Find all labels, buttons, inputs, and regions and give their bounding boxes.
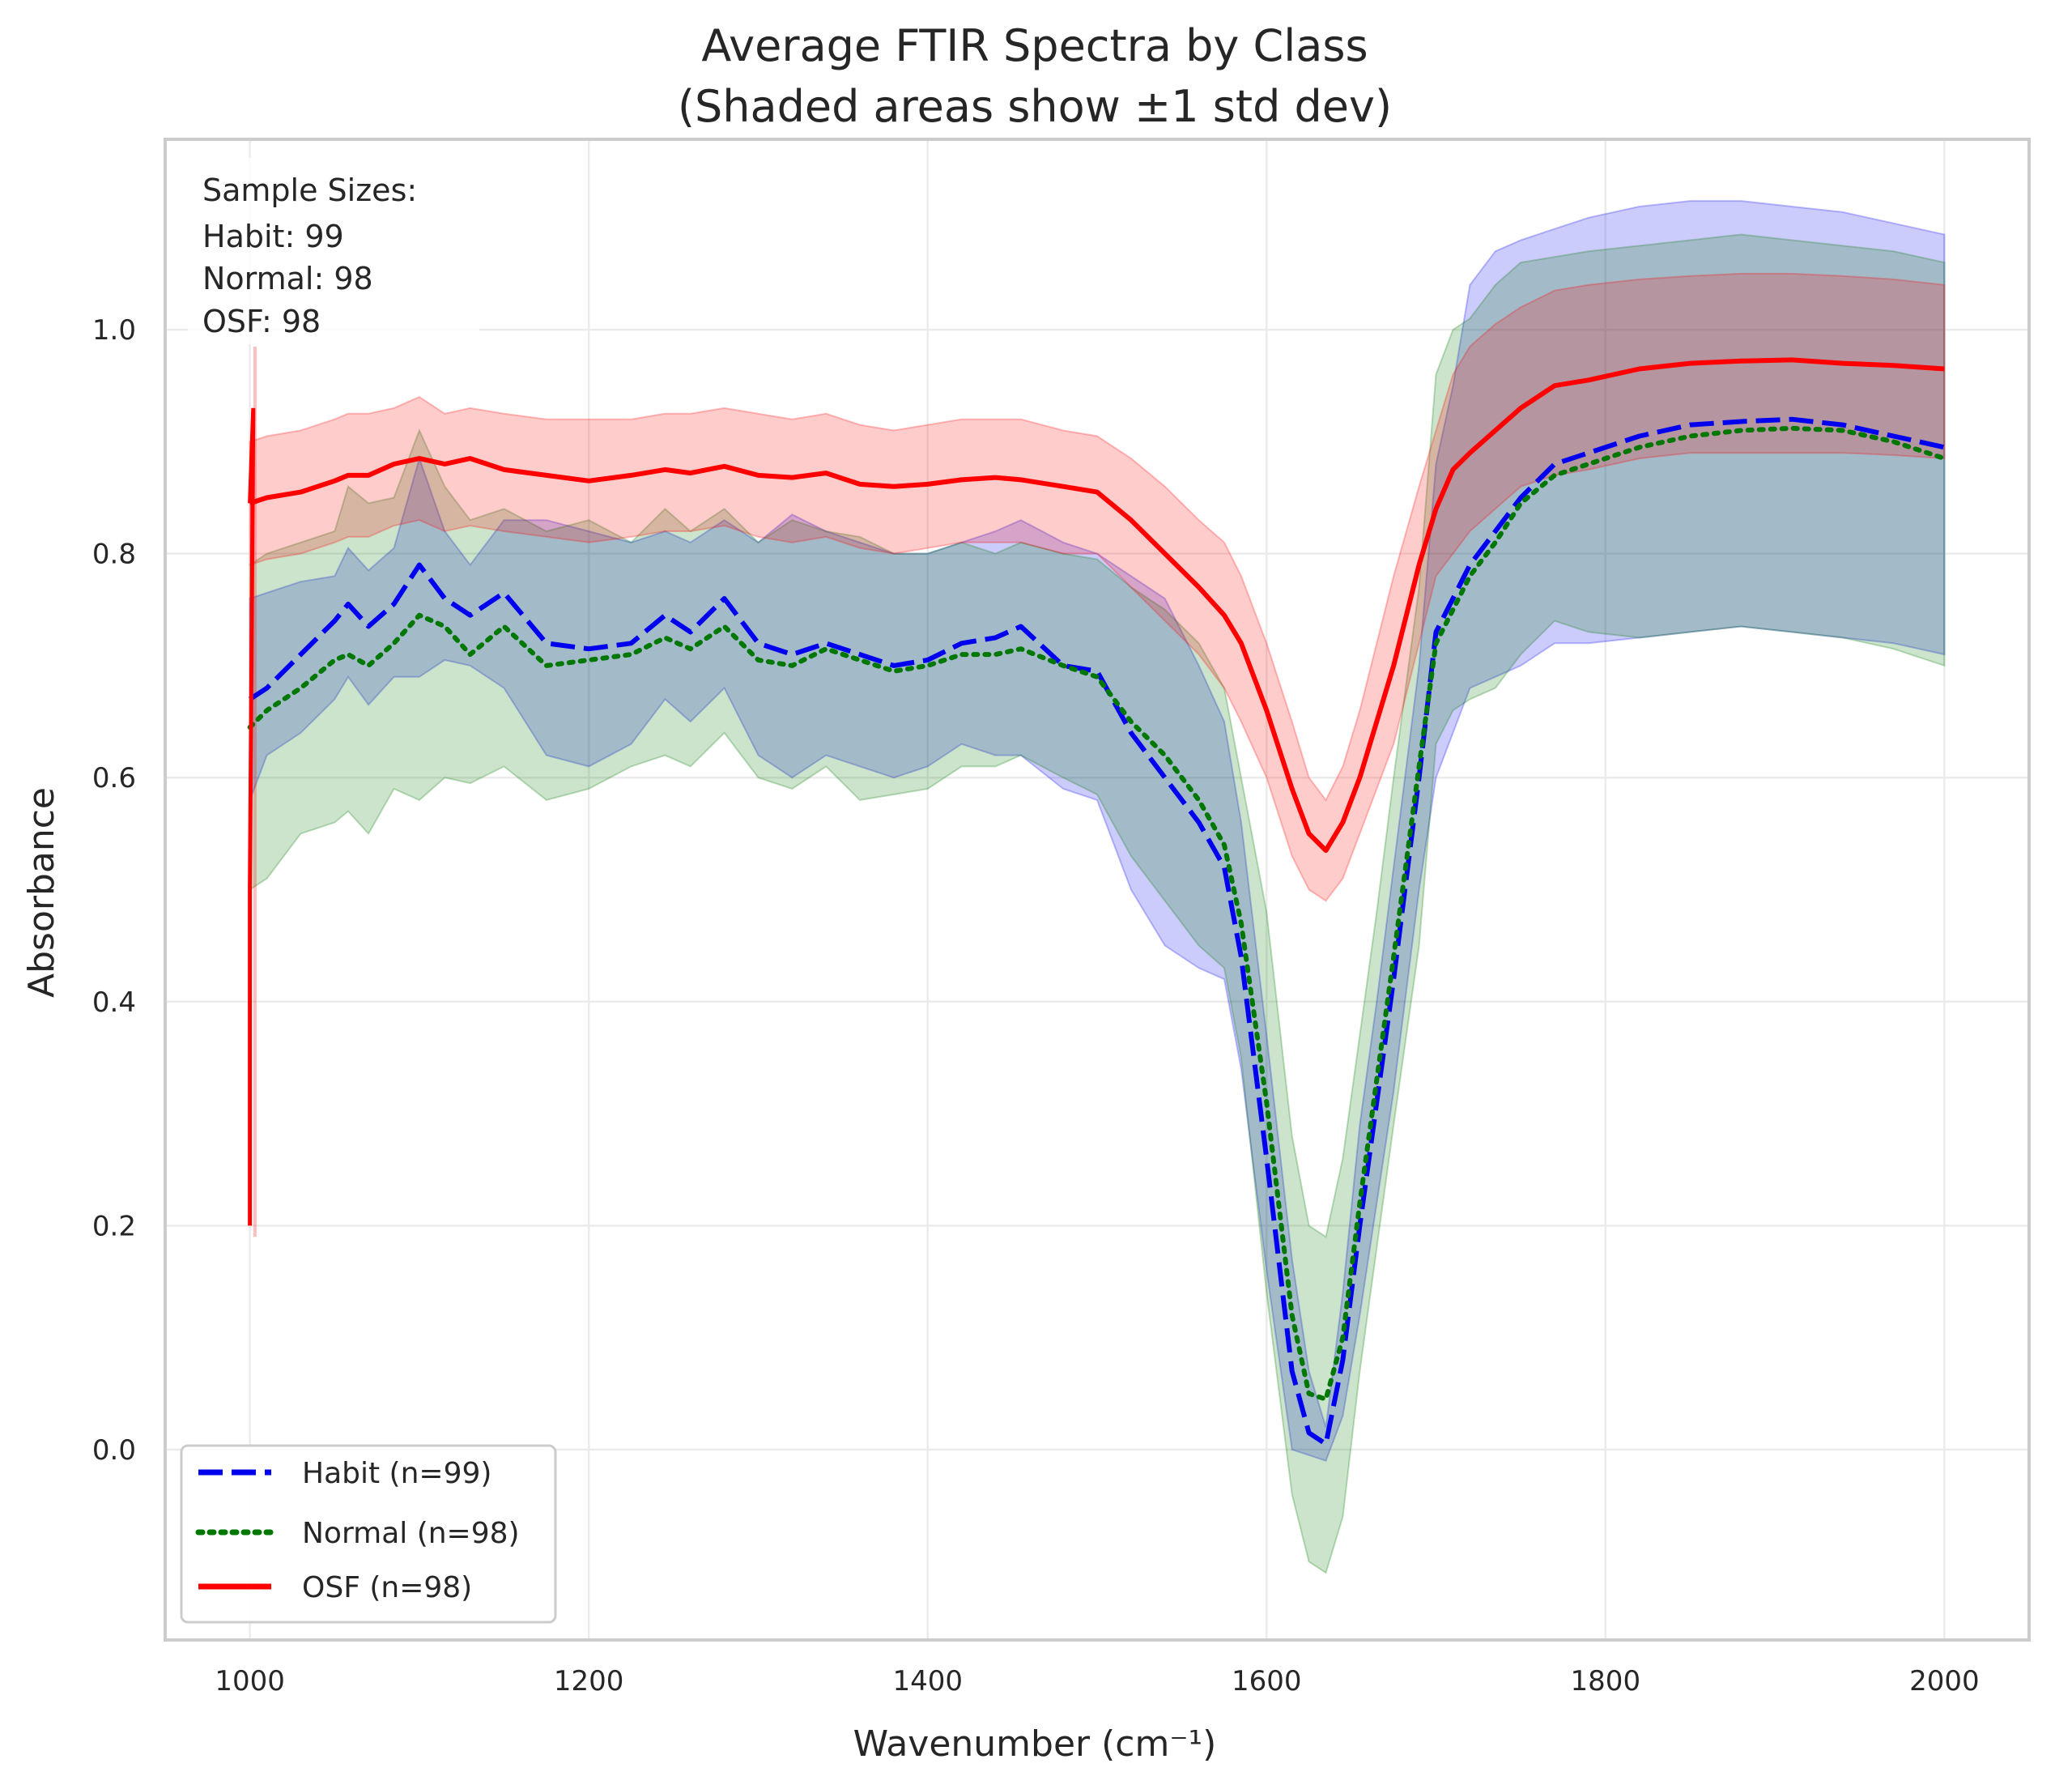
y-tick-label: 0.6 bbox=[92, 762, 136, 794]
x-tick-label: 1800 bbox=[1571, 1665, 1641, 1697]
info-line-normal: Normal: 98 bbox=[202, 261, 373, 296]
x-tick-label: 1400 bbox=[892, 1665, 963, 1697]
band-habit bbox=[249, 200, 1946, 1462]
chart-title-line-2: (Shaded areas show ±1 std dev) bbox=[678, 81, 1392, 132]
y-tick-label: 0.2 bbox=[92, 1210, 136, 1242]
std-dev-bands bbox=[249, 200, 1946, 1574]
chart-title-line-1: Average FTIR Spectra by Class bbox=[701, 20, 1368, 71]
info-line-heading: Sample Sizes: bbox=[202, 173, 417, 208]
line-normal bbox=[247, 425, 1947, 1402]
info-line-osf: OSF: 98 bbox=[202, 304, 321, 339]
y-tick-label: 0.8 bbox=[92, 539, 136, 571]
legend-label-habit: Habit (n=99) bbox=[302, 1457, 491, 1490]
y-tick-label: 0.0 bbox=[92, 1434, 136, 1467]
x-tick-label: 1200 bbox=[554, 1665, 624, 1697]
x-tick-label: 2000 bbox=[1909, 1665, 1980, 1697]
legend-label-normal: Normal (n=98) bbox=[302, 1517, 520, 1550]
grid bbox=[165, 139, 2029, 1640]
y-tick-label: 1.0 bbox=[92, 314, 136, 347]
tick-labels: 1000 1200 1400 1600 1800 2000 0.0 0.2 0.4 0.6 0.8 1… bbox=[92, 314, 1980, 1697]
x-tick-label: 1600 bbox=[1232, 1665, 1302, 1697]
x-tick-label: 1000 bbox=[215, 1665, 285, 1697]
legend-box bbox=[180, 1444, 557, 1624]
osf-start-spike bbox=[248, 407, 256, 1226]
legend-label-osf: OSF (n=98) bbox=[302, 1571, 472, 1604]
x-axis-label: Wavenumber (cm⁻¹) bbox=[853, 1723, 1217, 1765]
info-box-background bbox=[188, 158, 479, 344]
y-tick-label: 0.4 bbox=[92, 986, 136, 1019]
sample-size-box: Sample Sizes: Habit: 99 Normal: 98 OSF: … bbox=[188, 158, 479, 344]
info-line-habit: Habit: 99 bbox=[202, 219, 344, 254]
y-axis-label: Absorbance bbox=[21, 787, 62, 998]
band-normal bbox=[249, 233, 1946, 1574]
plot-frame bbox=[164, 138, 2031, 1642]
line-osf bbox=[249, 357, 1945, 854]
line-habit bbox=[248, 416, 1946, 1446]
mean-lines bbox=[247, 357, 1947, 1446]
legend: Habit (n=99) Normal (n=98) OSF (n=98) bbox=[180, 1444, 557, 1624]
band-osf bbox=[249, 272, 1946, 902]
